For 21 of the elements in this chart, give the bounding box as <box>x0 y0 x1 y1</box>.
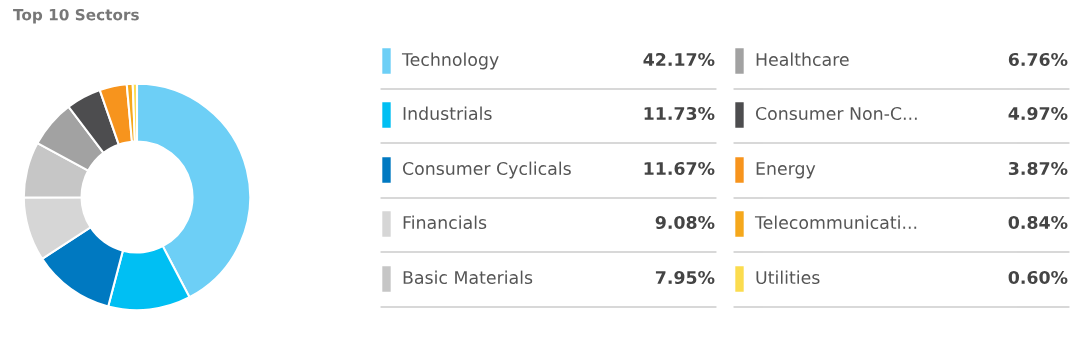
legend-label: Utilities <box>756 270 820 285</box>
legend-label: Telecommunicati... <box>754 215 917 230</box>
data-label: 3.87% <box>1008 161 1068 176</box>
legend-label: Technology <box>401 52 499 70</box>
legend-label: Energy <box>756 162 816 179</box>
legend-label: Healthcare <box>756 52 849 67</box>
legend-label: Financials <box>403 215 487 230</box>
data-label: 42.17% <box>643 52 715 67</box>
data-label: 4.97% <box>1008 106 1068 121</box>
data-label: 7.95% <box>655 270 715 285</box>
data-label: 9.08% <box>655 215 715 230</box>
data-label: 0.84% <box>1008 215 1068 230</box>
legend-label: Consumer Non-C... <box>755 106 917 121</box>
chart-title: Top 10 Sectors <box>13 8 139 24</box>
legend-label: Basic Materials <box>403 270 533 285</box>
data-label: 11.67% <box>644 161 715 176</box>
data-label: 11.73% <box>644 106 715 121</box>
data-label: 0.60% <box>1008 270 1068 285</box>
legend-label: Consumer Cyclicals <box>402 161 571 179</box>
data-label: 6.76% <box>1008 52 1068 67</box>
legend-label: Industrials <box>403 106 492 121</box>
